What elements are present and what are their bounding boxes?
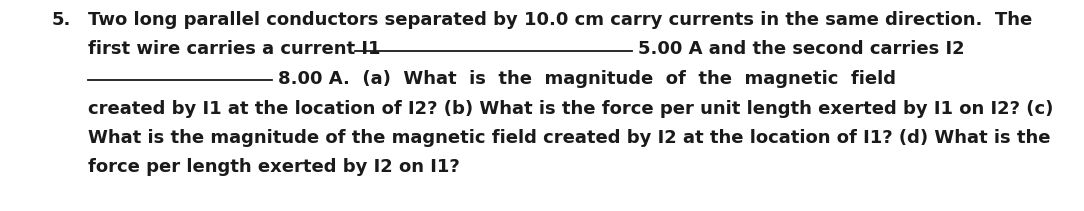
Text: 8.00 A.  (a)  What  is  the  magnitude  of  the  magnetic  field: 8.00 A. (a) What is the magnitude of the… xyxy=(278,70,896,88)
Text: force per length exerted by I2 on I1?: force per length exerted by I2 on I1? xyxy=(88,158,460,176)
Text: 5.00 A and the second carries I2: 5.00 A and the second carries I2 xyxy=(638,41,965,58)
Text: created by I1 at the location of I2? (b) What is the force per unit length exert: created by I1 at the location of I2? (b)… xyxy=(88,100,1054,118)
Text: first wire carries a current I1: first wire carries a current I1 xyxy=(88,41,380,58)
Text: What is the magnitude of the magnetic field created by I2 at the location of I1?: What is the magnitude of the magnetic fi… xyxy=(88,129,1050,147)
Text: 5.: 5. xyxy=(52,11,72,29)
Text: Two long parallel conductors separated by 10.0 cm carry currents in the same dir: Two long parallel conductors separated b… xyxy=(88,11,1032,29)
